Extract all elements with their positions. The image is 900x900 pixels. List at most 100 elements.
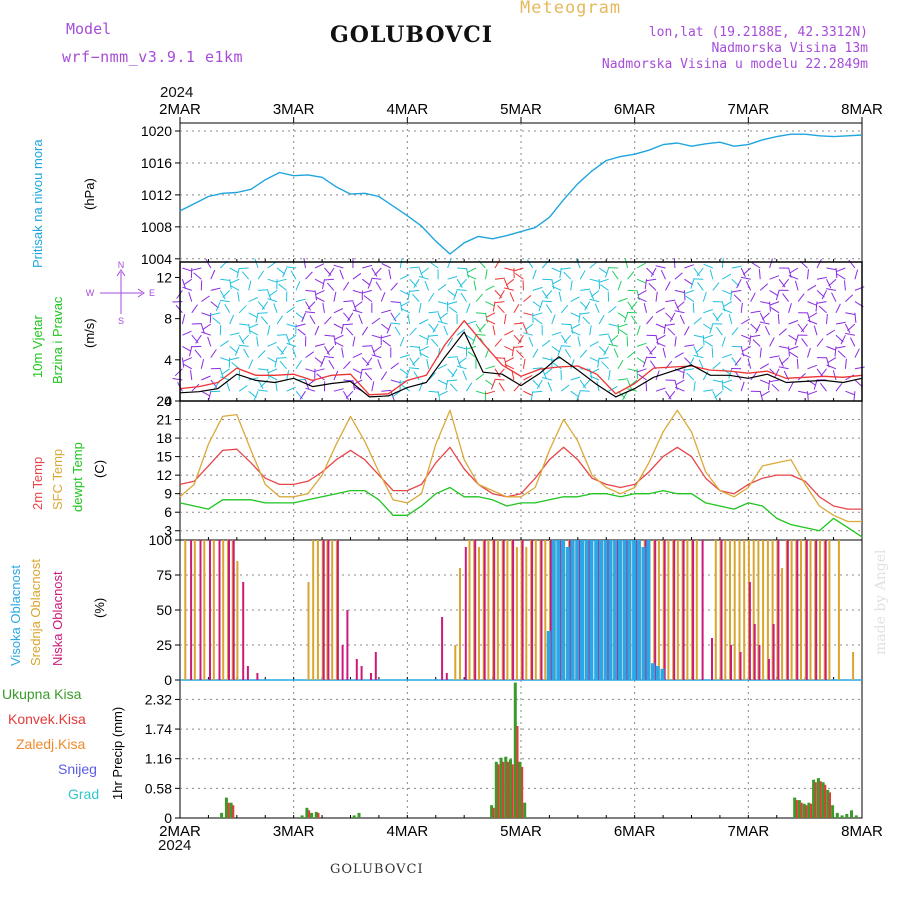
panel-frame-pressure (179, 122, 863, 263)
cloud-bar (852, 652, 855, 680)
wind-barb (201, 390, 211, 397)
wind-barb (511, 346, 515, 357)
ytick-label-wind: 12 (156, 269, 172, 285)
wind-barb (608, 343, 619, 347)
wind-barb (674, 336, 677, 347)
precip-bar (523, 802, 527, 818)
wind-barb (693, 267, 701, 277)
wind-barb (432, 323, 439, 333)
precip-bar (229, 802, 233, 818)
wind-barb (608, 335, 614, 345)
precip-bar (308, 810, 311, 818)
wind-barb (437, 312, 443, 323)
cloud-bar (587, 540, 590, 680)
wind-barb (209, 312, 212, 323)
time-label-top: 3MAR (273, 101, 315, 118)
wind-barb (541, 290, 549, 299)
wind-barb (684, 278, 693, 286)
cloud-bar (584, 540, 589, 680)
ytick-label-clouds: 100 (149, 532, 173, 548)
wind-barb (409, 357, 416, 367)
wind-barb (598, 315, 605, 325)
wind-barb (642, 357, 647, 368)
wind-barb (547, 381, 553, 392)
wind-barb (413, 278, 420, 288)
wind-barb (617, 323, 628, 328)
cloud-bar (781, 568, 784, 680)
wind-barb (494, 357, 505, 359)
ytick-label-pressure: 1008 (141, 219, 172, 235)
wind-barb (636, 325, 641, 336)
wind-barb (778, 357, 784, 367)
wind-barb (188, 291, 193, 302)
wind-barb (208, 391, 212, 402)
cloud-bar (459, 568, 461, 680)
wind-barb (733, 294, 742, 302)
wind-barb (305, 289, 316, 292)
wind-barb (343, 361, 351, 370)
wind-barb (655, 323, 666, 329)
wind-barb (466, 267, 477, 274)
wind-barb (260, 316, 268, 325)
wind-barb (297, 328, 306, 336)
wind-barb (714, 390, 723, 399)
wind-barb (205, 259, 212, 269)
wind-barb (712, 379, 723, 383)
wind-barb (589, 278, 600, 282)
wind-barb (655, 370, 660, 381)
wind-barb (736, 278, 742, 289)
wind-barb (698, 359, 704, 370)
dewpoint-line (179, 486, 863, 538)
wind-barb (372, 345, 382, 353)
cloud-bar (800, 540, 802, 680)
wind-barb (582, 316, 591, 325)
cloud-bar (578, 540, 581, 680)
wind-barb (466, 274, 477, 280)
cloud-bar (809, 540, 812, 680)
wind-barb (703, 389, 714, 392)
wind-barb (443, 325, 449, 336)
wind-barb (530, 391, 534, 402)
wind-barb (600, 284, 609, 291)
wind-barb (541, 339, 551, 347)
wind-barb (498, 290, 505, 300)
precip-bar (314, 811, 318, 818)
wind-barb (655, 265, 666, 269)
wind-barb (352, 352, 363, 359)
wind-barb (220, 278, 231, 281)
wind-barb (513, 322, 524, 325)
wind-barb (813, 379, 818, 390)
wind-barb (409, 289, 420, 292)
precip-bar (502, 761, 505, 818)
wind-barb (447, 301, 458, 305)
wind-barb (797, 293, 805, 302)
wind-barb (238, 305, 247, 314)
wind-barb (808, 312, 818, 319)
wind-barb (375, 281, 382, 291)
wind-barb (447, 258, 452, 269)
wind-barb (462, 370, 467, 381)
cloud-bar (837, 540, 840, 680)
wind-barb (193, 272, 202, 280)
wind-barb (182, 357, 193, 363)
wind-barb (229, 332, 240, 336)
wind-barb (560, 304, 569, 314)
wind-barb (277, 334, 288, 336)
wind-barb (771, 383, 780, 392)
wind-barb (390, 379, 401, 384)
ytick-label-clouds: 75 (156, 567, 172, 583)
wind-barb (182, 267, 193, 272)
cloud-bar (646, 540, 651, 680)
wind-barb (741, 334, 751, 340)
wind-barb (333, 308, 344, 314)
wind-barb (826, 278, 832, 289)
wind-barb (326, 346, 335, 355)
station-title: GOLUBOVCI (330, 22, 494, 48)
wind-barb (324, 316, 332, 325)
wind-barb (601, 361, 609, 370)
wind-barb (674, 301, 680, 311)
wind-barb (429, 261, 439, 269)
cloud-bar (597, 540, 600, 680)
wind-barb (755, 323, 761, 334)
cloud-bar (341, 645, 344, 680)
